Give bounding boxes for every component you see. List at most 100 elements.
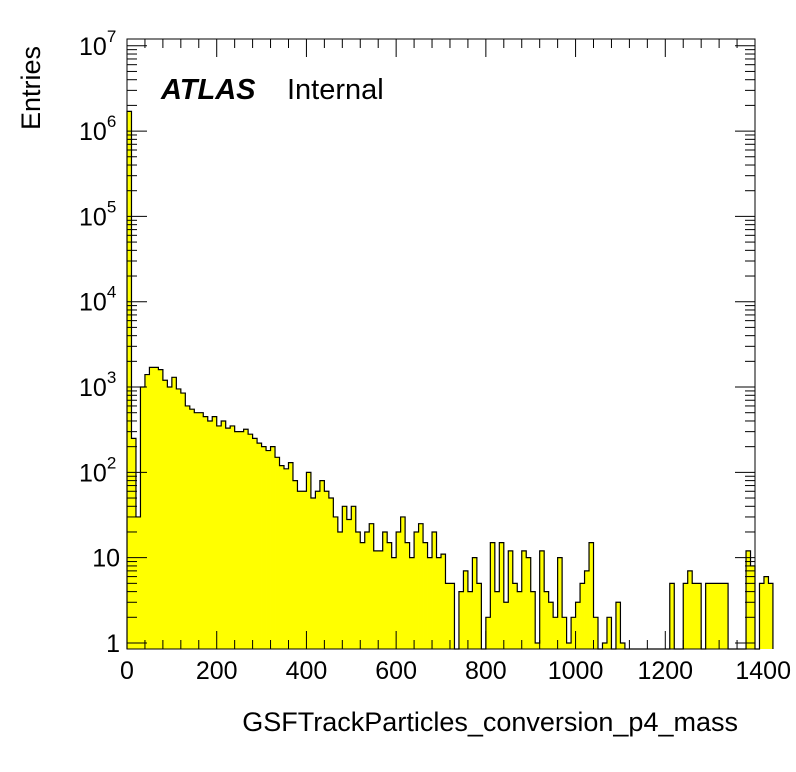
histogram-bin — [485, 617, 491, 649]
histogram-bin — [441, 554, 446, 649]
histogram-bin — [239, 431, 245, 649]
x-tick-label: 1000 — [548, 657, 604, 685]
y-tick-label: 102 — [79, 453, 116, 487]
histogram-bin — [212, 416, 218, 649]
x-tick-label: 1200 — [637, 657, 693, 685]
x-tick-label: 400 — [286, 657, 328, 685]
y-tick-exponent: 4 — [107, 283, 116, 302]
y-tick-exponent: 7 — [107, 27, 116, 46]
histogram-bin — [566, 642, 572, 649]
histogram-bin — [575, 602, 581, 649]
histogram-bin — [606, 617, 612, 649]
histogram-bin — [476, 583, 482, 649]
histogram-bin — [427, 557, 433, 649]
histogram-bin — [306, 472, 312, 649]
histogram-bin — [391, 557, 397, 649]
histogram-bin — [580, 583, 585, 649]
histogram-bin — [149, 367, 155, 649]
histogram-bin — [355, 531, 361, 649]
histogram-bin — [692, 583, 698, 649]
histogram-bin — [167, 387, 173, 649]
x-tick-label: 1400 — [735, 657, 791, 685]
histogram-bin — [207, 420, 213, 649]
axis-ticks — [126, 39, 756, 649]
histogram-bin — [279, 465, 285, 649]
histogram-bin — [683, 583, 689, 649]
y-tick-label: 10 — [92, 545, 120, 573]
histogram-bin — [463, 570, 469, 649]
histogram-bin — [714, 583, 720, 649]
histogram-bin — [319, 480, 325, 649]
histogram-bin — [490, 542, 496, 649]
histogram-bin — [472, 557, 478, 649]
x-tick-label: 200 — [196, 657, 238, 685]
histogram-bin — [275, 457, 280, 649]
histogram-bars — [126, 110, 774, 650]
y-tick-base: 10 — [79, 374, 107, 402]
histogram-bin — [221, 420, 227, 649]
y-tick-label: 104 — [79, 283, 116, 317]
histogram-bin — [284, 468, 289, 649]
histogram-bin — [723, 583, 729, 649]
histogram-bin — [593, 617, 599, 649]
histogram-bin — [382, 531, 388, 649]
histogram-bin — [494, 591, 500, 649]
histogram-bin — [557, 557, 563, 649]
y-axis-title: Entries — [16, 46, 46, 130]
histogram-bin — [333, 516, 339, 649]
x-tick-label: 600 — [375, 657, 417, 685]
histogram-bin — [198, 412, 204, 649]
histogram-bin — [144, 374, 150, 649]
histogram-bin — [449, 583, 455, 649]
histogram-bin — [140, 387, 146, 649]
histogram-bin — [171, 377, 177, 649]
histogram-bin — [445, 583, 451, 649]
histogram-bin — [369, 523, 375, 649]
histogram-bin — [584, 570, 590, 649]
histogram-bin — [328, 498, 334, 649]
histogram-bin — [553, 617, 559, 649]
histogram-bin — [127, 111, 132, 649]
histogram-bin — [297, 491, 303, 649]
y-tick-exponent: 3 — [107, 368, 116, 387]
histogram-bin — [230, 425, 236, 649]
histogram-bin — [414, 531, 419, 649]
histogram-bin — [261, 446, 267, 649]
histogram-bin — [687, 570, 693, 649]
histogram-bin — [423, 542, 428, 649]
histogram-bin — [266, 450, 271, 649]
histogram-bin — [746, 550, 751, 649]
x-tick-label: 800 — [465, 657, 507, 685]
x-axis-title: GSFTrackParticles_conversion_p4_mass — [242, 707, 738, 737]
histogram-bin — [705, 583, 711, 649]
plot-frame — [126, 38, 756, 650]
y-tick-label: 103 — [79, 368, 116, 402]
histogram-bin — [710, 583, 716, 649]
histogram-bin — [530, 591, 536, 649]
histogram-bin — [526, 557, 532, 649]
histogram-bin — [162, 380, 168, 649]
histogram-bin — [131, 438, 137, 649]
histogram-bin — [351, 506, 357, 649]
histogram-bin — [432, 531, 437, 649]
histogram-bin — [315, 491, 321, 649]
internal-label: Internal — [287, 74, 384, 106]
histogram-bin — [292, 480, 298, 649]
histogram-bin — [364, 531, 370, 649]
histogram-bin — [768, 583, 774, 649]
histogram-bin — [189, 409, 195, 649]
y-tick-label: 1 — [106, 630, 120, 658]
histogram-bin — [535, 642, 541, 649]
y-tick-base: 10 — [79, 118, 107, 146]
atlas-label: ATLAS — [160, 74, 256, 106]
histogram-bin — [252, 438, 258, 649]
histogram-bin — [288, 462, 294, 649]
histogram-bin — [396, 531, 402, 649]
histogram-bin — [548, 602, 554, 649]
histogram-bin — [719, 583, 724, 649]
histogram-bin — [571, 617, 576, 649]
histogram-bin — [759, 583, 765, 649]
histogram-bin — [378, 550, 384, 649]
histogram-bin — [153, 367, 159, 649]
